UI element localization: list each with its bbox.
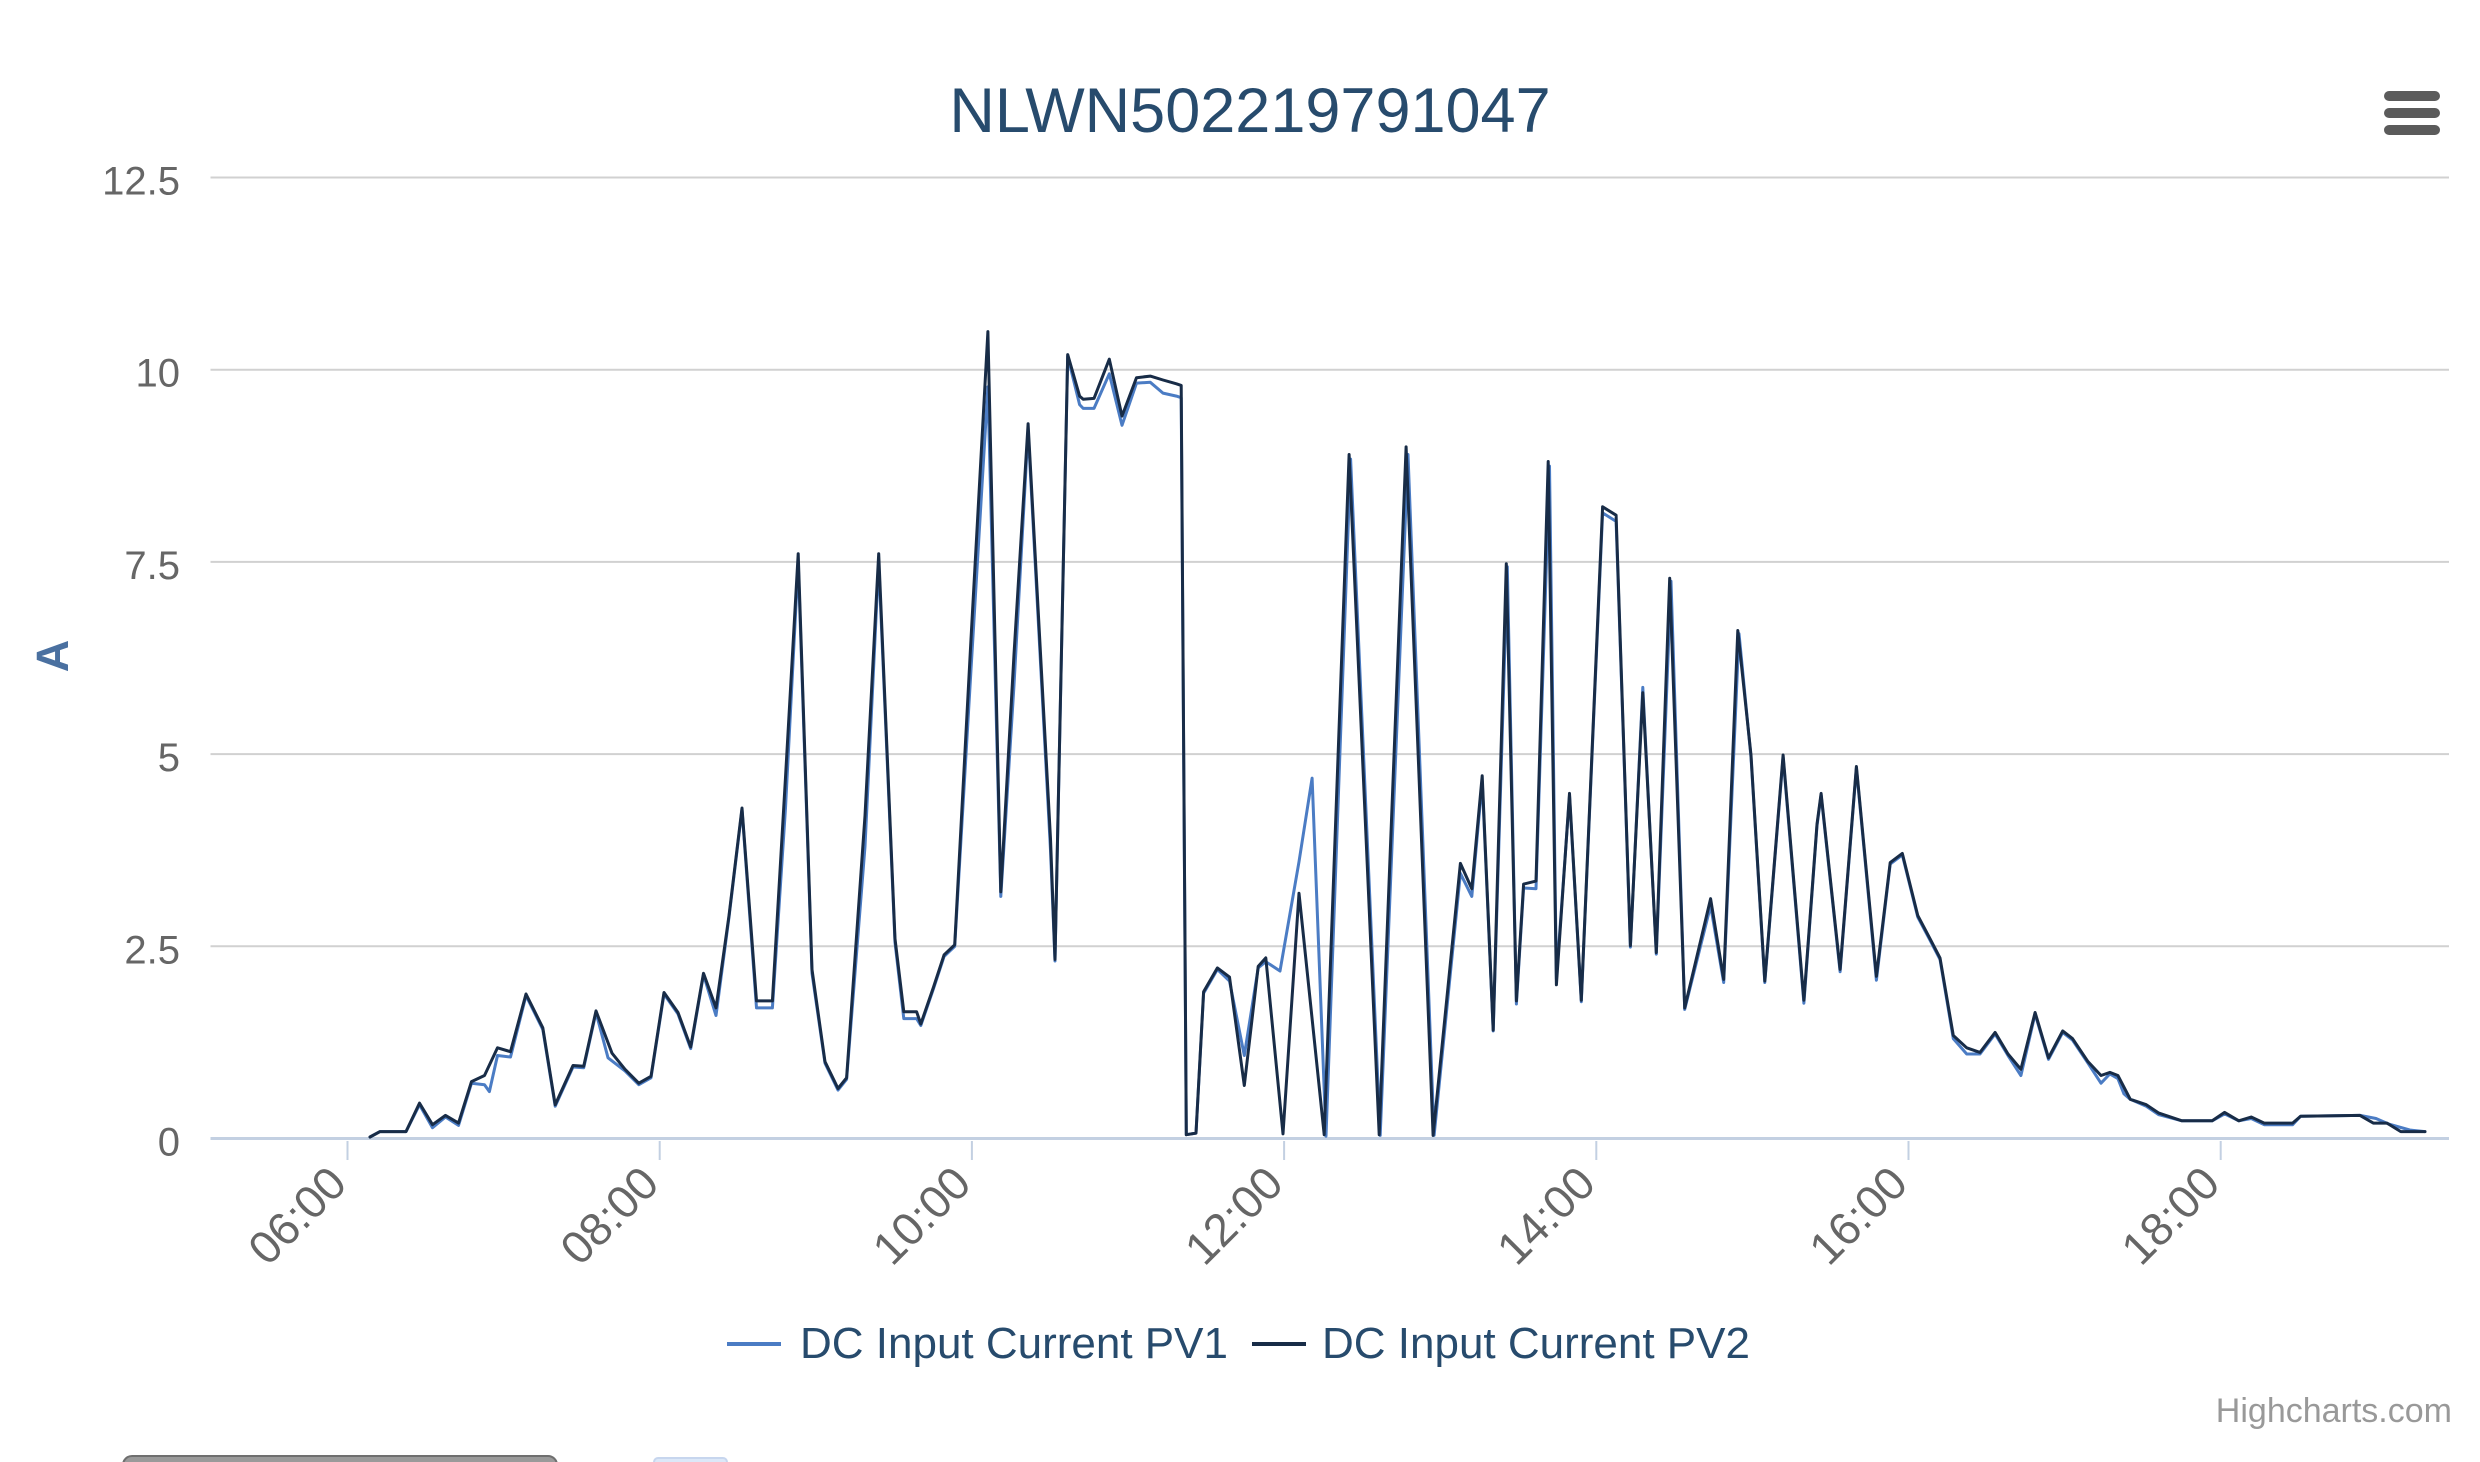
svg-text:10: 10 (136, 352, 181, 396)
svg-text:DC Input Current PV2: DC Input Current PV2 (1322, 1319, 1750, 1368)
svg-text:12.5: 12.5 (102, 160, 180, 204)
svg-text:0: 0 (158, 1121, 180, 1165)
svg-text:NLWN502219791047: NLWN502219791047 (949, 76, 1550, 146)
svg-text:A: A (27, 640, 78, 673)
svg-text:DC Input Current PV1: DC Input Current PV1 (800, 1319, 1228, 1368)
svg-text:5: 5 (158, 736, 180, 780)
svg-text:7.5: 7.5 (124, 544, 180, 588)
svg-text:2.5: 2.5 (124, 928, 180, 972)
svg-text:Highcharts.com: Highcharts.com (2216, 1392, 2452, 1430)
